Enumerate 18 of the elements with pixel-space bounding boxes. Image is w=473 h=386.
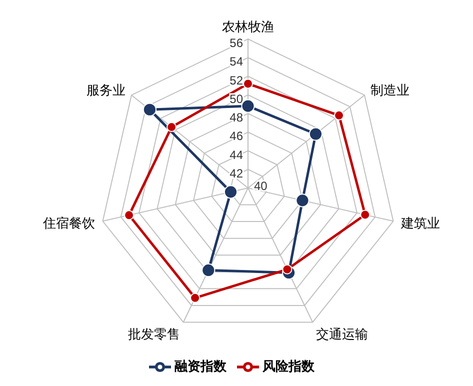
legend-label: 风险指数 <box>262 358 314 374</box>
y-tick-label: 48 <box>230 110 244 124</box>
y-tick-label: 44 <box>230 148 244 162</box>
spoke-label: 建筑业 <box>400 216 440 231</box>
spoke-label: 批发零售 <box>128 326 180 342</box>
spoke-label: 住宿餐饮 <box>42 216 95 231</box>
legend-label: 融资指数 <box>174 358 226 374</box>
y-tick-label: 52 <box>230 73 244 88</box>
spoke-label: 制造业 <box>370 82 410 98</box>
y-tick-label: 46 <box>230 129 244 144</box>
spoke-label: 交通运输 <box>316 326 368 342</box>
y-tick-label: 42 <box>230 166 244 180</box>
spoke-label: 农林牧渔 <box>222 19 274 34</box>
y-tick-label: 54 <box>230 54 244 69</box>
spoke-label: 服务业 <box>86 82 126 98</box>
y-tick-label: 50 <box>230 92 244 106</box>
y-tick-label: 40 <box>254 179 268 193</box>
y-tick-label: 56 <box>230 36 244 50</box>
